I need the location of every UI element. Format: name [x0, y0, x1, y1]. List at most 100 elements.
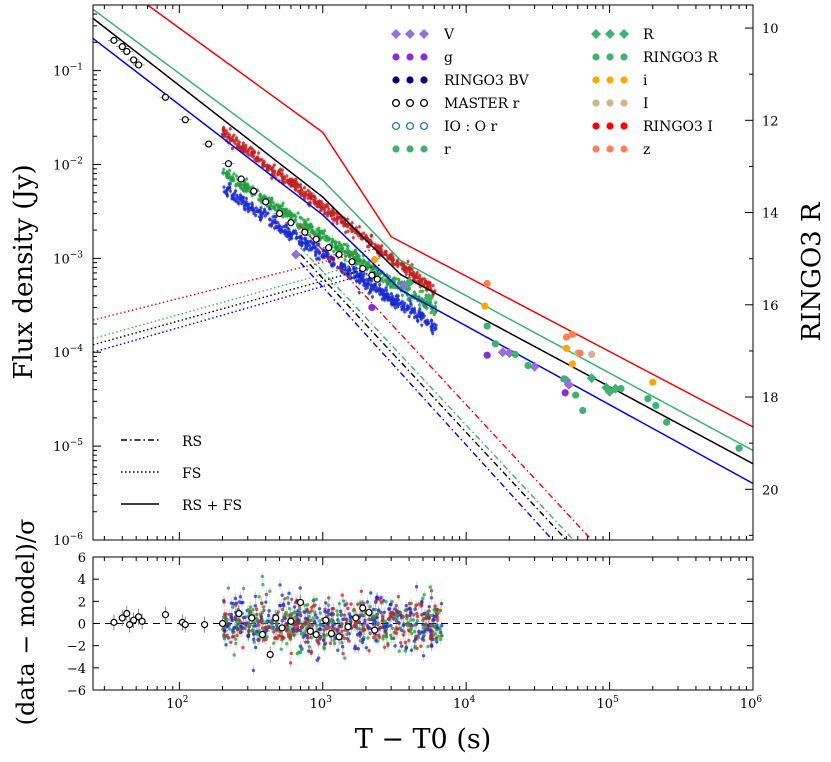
r-band-diamond-point	[423, 292, 434, 303]
ringo3-r-point	[348, 250, 352, 255]
ringo3-i-point	[366, 244, 370, 249]
ringo3-i-point	[428, 285, 432, 289]
residual-point	[315, 616, 319, 620]
v-band-point	[497, 347, 508, 358]
master-r-point	[205, 140, 213, 148]
residual-point	[340, 645, 345, 649]
ringo3-bv-point	[313, 253, 318, 257]
ringo3-i-point	[403, 269, 407, 274]
residual-point	[389, 633, 393, 638]
ringo3-r-point	[280, 207, 285, 211]
ringo3-i-point	[287, 181, 291, 185]
ringo3-i-point	[230, 135, 235, 139]
ringo3-bv-point	[394, 294, 399, 298]
residual-point	[264, 628, 269, 632]
residual-point	[366, 636, 370, 640]
ringo3-r-point	[346, 244, 350, 248]
residual-point	[337, 624, 342, 629]
ringo3-i-point	[344, 222, 348, 226]
ringo3-r-point	[417, 295, 421, 299]
ringo3-i-point	[317, 199, 321, 203]
ringo3-bv-point	[313, 250, 318, 254]
ringo3-bv-point	[316, 256, 320, 260]
residual-point	[365, 600, 370, 604]
legend-marker	[606, 145, 614, 153]
residual-point	[335, 613, 340, 617]
residual-point	[234, 641, 238, 646]
residual-point	[318, 623, 323, 627]
ringo3-bv-point	[302, 247, 307, 251]
residual-point	[286, 613, 290, 618]
residual-point	[379, 601, 384, 605]
residual-point	[260, 601, 264, 606]
ringo3-bv-point	[407, 314, 411, 319]
residual-point	[435, 607, 439, 612]
ringo3-i-point	[390, 257, 394, 262]
legend-marker	[391, 29, 401, 39]
ringo3-r-point	[273, 208, 277, 212]
ringo3-bv-point	[339, 261, 343, 265]
residual-point	[226, 636, 231, 640]
ringo3-i-point	[298, 185, 303, 189]
residual-point	[438, 637, 443, 642]
residual-point	[419, 630, 424, 634]
residual-point	[261, 582, 265, 587]
residual-point	[271, 627, 275, 631]
ringo3-i-point	[407, 266, 411, 270]
master-r-point	[161, 93, 170, 101]
legend-label: g	[444, 50, 453, 66]
residual-point	[222, 598, 226, 603]
ringo3-bv-point	[246, 209, 250, 214]
ringo3-i-point	[390, 260, 394, 265]
residual-point	[412, 629, 417, 634]
residual-point	[436, 611, 440, 615]
residual-point	[371, 607, 376, 612]
ringo3-i-point	[376, 244, 381, 248]
right-y-axis-label: RINGO3 R	[797, 201, 827, 341]
ringo3-bv-point	[316, 243, 320, 247]
main-plot-area	[93, 5, 753, 540]
ringo3-r-point	[317, 231, 321, 235]
ringo3-i-point	[329, 210, 334, 214]
ringo3-r-point	[386, 283, 390, 287]
residual-point	[222, 636, 227, 641]
ringo3-r-point	[296, 211, 300, 215]
residual-point	[384, 629, 388, 633]
residual-point	[231, 605, 235, 609]
ringo3-r-point	[271, 201, 275, 205]
residual-point	[413, 623, 417, 627]
main-panel: 10−1 10−2 10−3 10−4 10−5 10−6 10 12 14 16 18 20 Vg…	[9, 4, 827, 549]
residual-point	[250, 629, 255, 633]
legend-marker	[606, 99, 614, 107]
ringo3-i-point	[260, 157, 264, 162]
residual-point	[422, 593, 426, 597]
residual-point	[396, 610, 400, 614]
ringo3-bv-point	[384, 286, 388, 290]
master-r-point	[335, 250, 343, 259]
ringo3-i-point	[235, 138, 239, 143]
ringo3-i-point	[335, 221, 339, 226]
ringo3-r-point	[332, 249, 336, 254]
r-band-point	[652, 402, 660, 410]
ringo3-bv-point	[396, 305, 400, 309]
ringo3-r-point	[362, 258, 366, 262]
residual-point	[340, 640, 344, 645]
ringo3-r-point	[302, 221, 307, 225]
residual-point	[413, 646, 417, 650]
ringo3-bv-point	[434, 326, 438, 331]
residual-point	[341, 617, 345, 622]
ringo3-bv-point	[422, 314, 426, 318]
fs-component-line	[93, 257, 381, 340]
residual-point	[266, 625, 270, 629]
legend-marker	[592, 53, 600, 61]
residual-point	[386, 617, 391, 621]
residual-point	[244, 623, 248, 628]
residual-point	[241, 586, 246, 591]
residual-point	[316, 640, 320, 644]
master-r-point	[373, 275, 381, 283]
ringo3-bv-point	[351, 271, 356, 275]
legend-marker	[392, 76, 400, 84]
ringo3-bv-point	[378, 287, 382, 292]
ringo3-bv-point	[278, 228, 282, 232]
ringo3-i-point	[237, 142, 241, 146]
